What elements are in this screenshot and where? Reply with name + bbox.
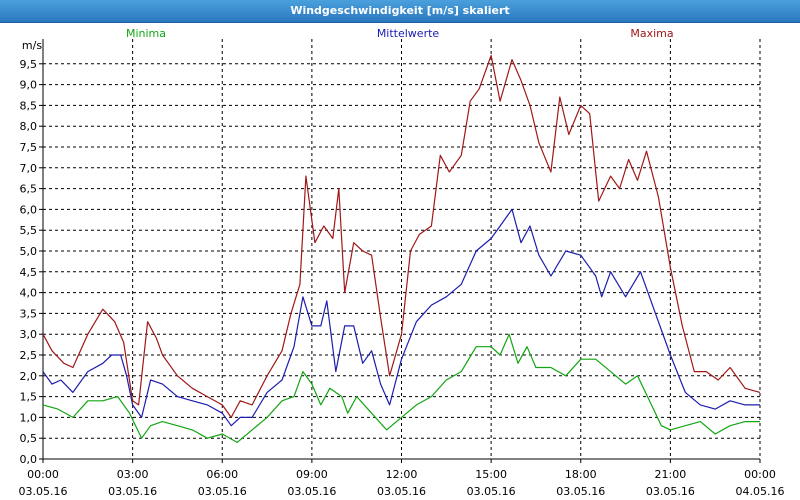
x-tick-date: 03.05.16 bbox=[19, 485, 68, 498]
y-tick-label: 4,5 bbox=[20, 266, 38, 279]
y-axis-unit-label: m/s bbox=[22, 39, 42, 52]
x-tick-time: 18:00 bbox=[565, 468, 597, 481]
y-tick-label: 5,5 bbox=[20, 224, 38, 237]
y-tick-label: 1,0 bbox=[20, 411, 38, 424]
y-tick-label: 0,0 bbox=[20, 453, 38, 466]
y-tick-label: 9,5 bbox=[20, 58, 38, 71]
x-tick-time: 21:00 bbox=[655, 468, 687, 481]
x-tick-time: 03:00 bbox=[117, 468, 149, 481]
x-tick-date: 03.05.16 bbox=[108, 485, 157, 498]
x-tick-date: 03.05.16 bbox=[198, 485, 247, 498]
x-tick-date: 03.05.16 bbox=[556, 485, 605, 498]
x-tick-time: 06:00 bbox=[206, 468, 238, 481]
legend-minima: Minima bbox=[126, 27, 166, 40]
y-tick-label: 9,0 bbox=[20, 79, 38, 92]
x-tick-time: 15:00 bbox=[475, 468, 507, 481]
x-axis: 00:00 03.05.16 03:00 03.05.16 06:00 03.05.16 0… bbox=[19, 459, 785, 498]
x-tick-date: 03.05.16 bbox=[467, 485, 516, 498]
y-tick-label: 8,0 bbox=[20, 120, 38, 133]
y-axis: 0,0 0,5 1,0 1,5 2,0 2,5 3,0 3,5 4,0 4,5 5,0 5,5 6,0 6… bbox=[20, 58, 43, 466]
y-tick-label: 6,0 bbox=[20, 203, 38, 216]
legend-mittelwerte: Mittelwerte bbox=[377, 27, 440, 40]
series-lines bbox=[42, 54, 761, 443]
y-tick-label: 6,5 bbox=[20, 183, 38, 196]
y-tick-label: 2,0 bbox=[20, 370, 38, 383]
title-bar: Windgeschwindigkeit [m/s] skaliert bbox=[0, 0, 800, 23]
y-tick-label: 7,0 bbox=[20, 162, 38, 175]
legend-maxima: Maxima bbox=[630, 27, 673, 40]
y-tick-label: 7,5 bbox=[20, 141, 38, 154]
y-tick-label: 5,0 bbox=[20, 245, 38, 258]
x-tick-time: 00:00 bbox=[744, 468, 776, 481]
y-tick-label: 8,5 bbox=[20, 99, 38, 112]
y-tick-label: 3,5 bbox=[20, 307, 38, 320]
x-tick-date: 04.05.16 bbox=[736, 485, 785, 498]
series-mittelwerte bbox=[42, 208, 760, 427]
y-tick-label: 2,5 bbox=[20, 349, 38, 362]
grid bbox=[42, 39, 761, 460]
x-tick-time: 00:00 bbox=[27, 468, 59, 481]
x-tick-date: 03.05.16 bbox=[377, 485, 426, 498]
x-tick-date: 03.05.16 bbox=[287, 485, 336, 498]
x-tick-time: 09:00 bbox=[296, 468, 328, 481]
y-tick-label: 4,0 bbox=[20, 287, 38, 300]
y-tick-label: 0,5 bbox=[20, 432, 38, 445]
x-tick-date: 03.05.16 bbox=[646, 485, 695, 498]
window-title: Windgeschwindigkeit [m/s] skaliert bbox=[290, 4, 510, 17]
series-minima bbox=[42, 333, 760, 443]
series-maxima bbox=[42, 54, 761, 418]
y-tick-label: 3,0 bbox=[20, 328, 38, 341]
x-tick-time: 12:00 bbox=[386, 468, 418, 481]
wind-speed-chart: m/s Minima Mittelwerte Maxima 0,0 0,5 1,0 1… bbox=[19, 27, 785, 498]
y-tick-label: 1,5 bbox=[20, 391, 38, 404]
